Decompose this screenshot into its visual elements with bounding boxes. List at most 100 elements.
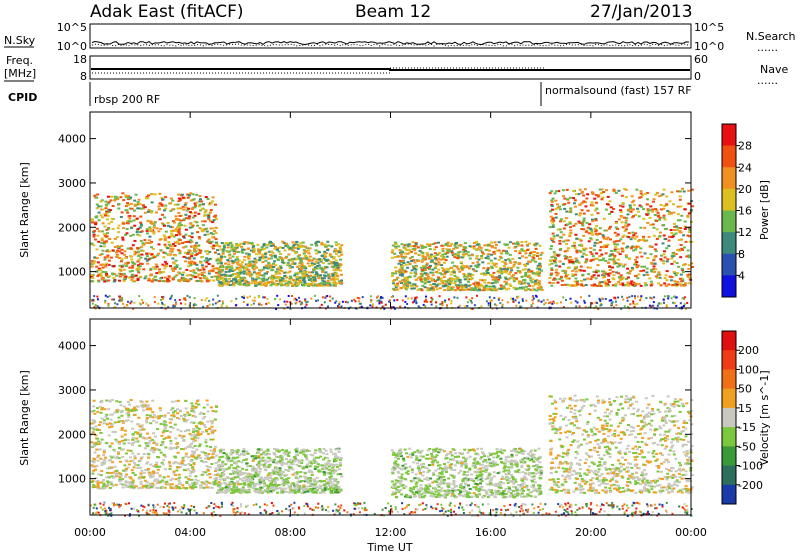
- range-cell: [132, 484, 136, 487]
- range-cell: [462, 273, 466, 275]
- range-cell: [270, 276, 274, 279]
- range-cell: [627, 232, 631, 235]
- range-cell: [184, 407, 188, 410]
- range-cell: [679, 302, 682, 305]
- range-cell: [626, 276, 630, 279]
- range-cell: [230, 269, 234, 272]
- range-cell: [205, 297, 208, 300]
- range-cell: [96, 437, 100, 440]
- range-cell: [421, 284, 425, 287]
- range-cell: [635, 265, 639, 268]
- range-cell: [471, 307, 474, 310]
- nsky-tick-top: 10^5: [57, 21, 87, 34]
- range-cell: [196, 400, 199, 403]
- range-cell: [161, 443, 165, 446]
- range-cell: [187, 265, 191, 268]
- range-cell: [321, 296, 324, 299]
- range-cell: [593, 197, 597, 200]
- range-cell: [230, 246, 234, 249]
- range-cell: [512, 265, 516, 268]
- range-cell: [450, 300, 453, 302]
- range-cell: [129, 255, 133, 258]
- range-cell: [583, 188, 587, 191]
- range-cell: [473, 281, 477, 284]
- range-cell: [111, 398, 114, 401]
- range-cell: [97, 424, 101, 426]
- range-cell: [186, 429, 190, 431]
- range-cell: [212, 215, 216, 218]
- range-cell: [600, 303, 603, 306]
- range-cell: [204, 471, 208, 474]
- range-cell: [683, 246, 686, 249]
- range-cell: [108, 426, 111, 429]
- range-cell: [162, 251, 166, 254]
- range-cell: [551, 217, 555, 220]
- range-cell: [582, 219, 586, 222]
- range-cell: [174, 259, 178, 262]
- range-cell: [337, 305, 340, 308]
- range-cell: [429, 255, 433, 258]
- range-cell: [378, 299, 381, 302]
- range-cell: [169, 479, 173, 482]
- range-cell: [326, 284, 330, 287]
- range-cell: [236, 261, 240, 264]
- range-cell: [251, 243, 254, 246]
- range-cell: [120, 439, 124, 442]
- range-cell: [552, 240, 556, 243]
- range-cell: [291, 295, 293, 297]
- range-cell: [222, 279, 225, 282]
- range-cell: [143, 239, 147, 242]
- range-cell: [113, 421, 117, 424]
- range-cell: [297, 264, 301, 267]
- range-cell: [319, 260, 323, 263]
- range-cell: [265, 278, 269, 281]
- range-cell: [105, 262, 109, 265]
- range-cell: [601, 276, 605, 279]
- range-cell: [581, 224, 585, 227]
- range-cell: [232, 282, 236, 285]
- range-cell: [220, 303, 223, 306]
- range-cell: [313, 274, 317, 276]
- range-cell: [191, 224, 195, 227]
- range-cell: [107, 211, 111, 213]
- range-cell: [185, 274, 189, 277]
- range-cell: [592, 284, 596, 287]
- range-cell: [537, 268, 541, 271]
- range-cell: [137, 207, 141, 210]
- range-cell: [393, 252, 397, 255]
- range-cell: [502, 268, 506, 271]
- range-cell: [189, 460, 193, 463]
- range-cell: [568, 232, 572, 235]
- range-cell: [132, 466, 136, 469]
- range-cell: [157, 302, 160, 305]
- range-cell: [512, 276, 516, 279]
- range-cell: [145, 414, 149, 417]
- range-cell: [379, 307, 382, 310]
- range-cell: [646, 221, 650, 224]
- range-cell: [304, 255, 308, 257]
- range-cell: [193, 211, 197, 214]
- range-cell: [279, 298, 281, 301]
- range-cell: [153, 478, 157, 481]
- range-cell: [405, 285, 409, 288]
- range-cell: [146, 461, 150, 464]
- range-cell: [272, 262, 275, 265]
- range-cell: [586, 193, 590, 196]
- range-cell: [462, 254, 466, 257]
- range-cell: [201, 417, 205, 420]
- range-cell: [629, 282, 633, 285]
- range-cell: [246, 252, 250, 255]
- range-cell: [104, 240, 108, 243]
- range-cell: [621, 242, 625, 245]
- range-cell: [236, 245, 240, 247]
- range-cell: [478, 288, 481, 291]
- range-cell: [552, 300, 555, 303]
- range-cell: [563, 254, 567, 257]
- range-cell: [276, 247, 280, 250]
- range-cell: [169, 431, 173, 433]
- range-cell: [103, 225, 107, 228]
- range-cell: [445, 248, 449, 251]
- range-cell: [118, 480, 122, 483]
- range-cell: [178, 252, 182, 255]
- range-cell: [108, 209, 112, 212]
